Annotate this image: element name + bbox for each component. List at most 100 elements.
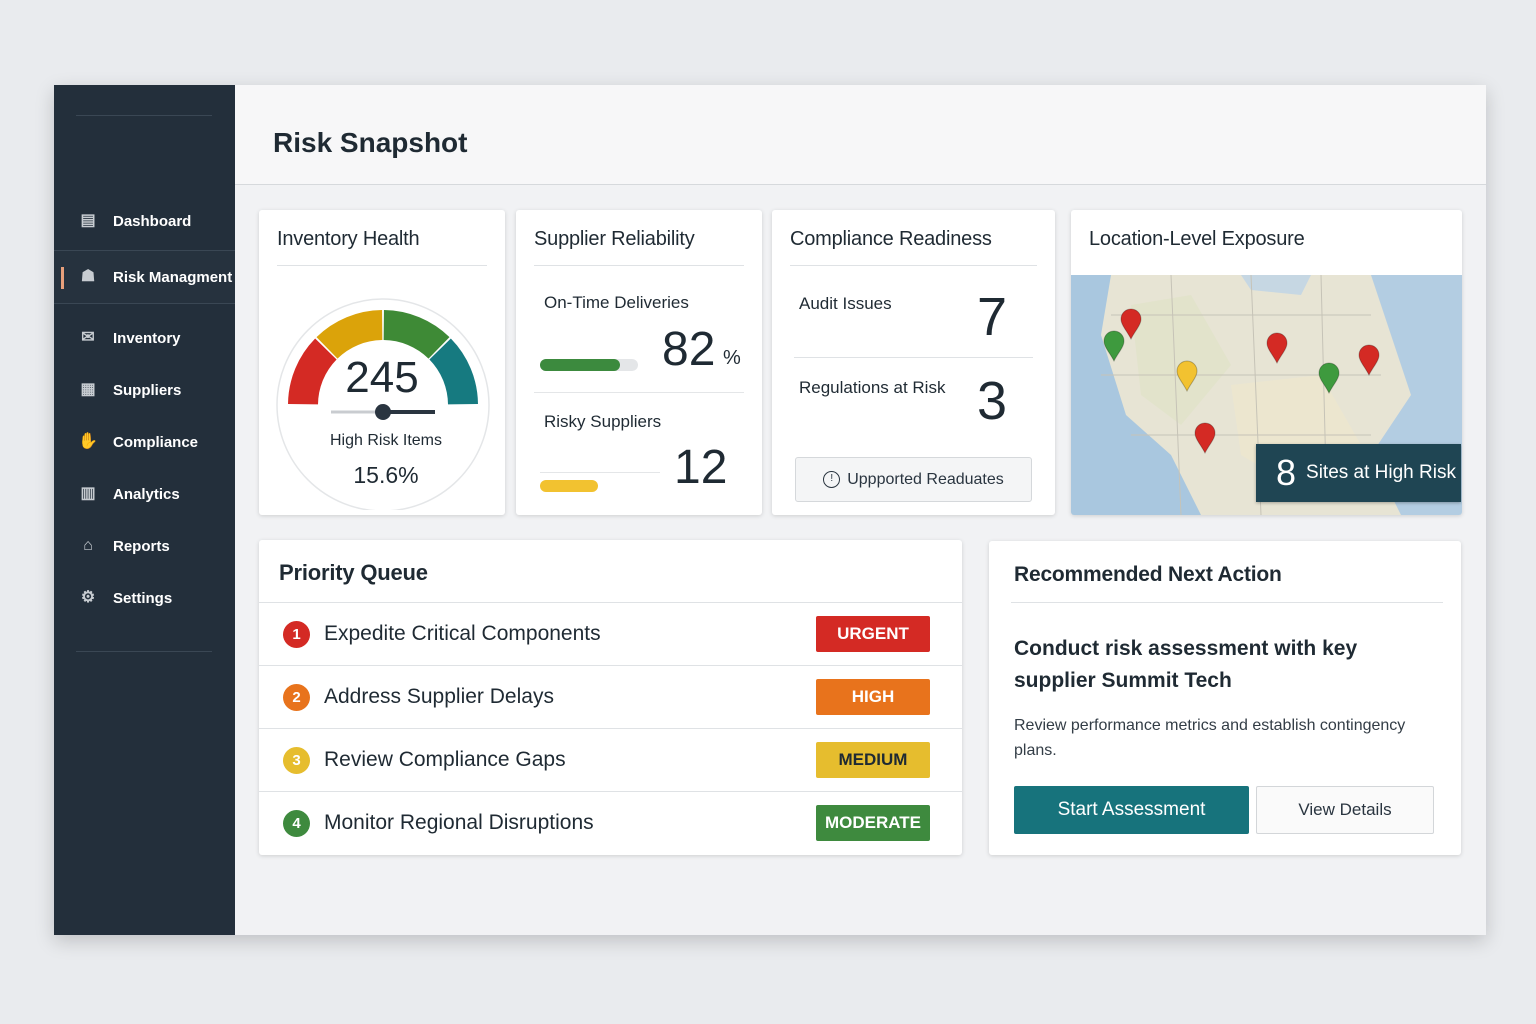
priority-number: 2 xyxy=(283,683,310,711)
divider xyxy=(794,357,1033,358)
map-pin-icon[interactable] xyxy=(1120,308,1142,341)
priority-badge: HIGH xyxy=(816,679,930,715)
high-risk-label: High Risk Items xyxy=(329,432,443,449)
button-label: Uppported Readuates xyxy=(847,470,1004,488)
divider xyxy=(534,265,744,266)
regulations-label: Regulations at Risk xyxy=(799,378,946,397)
priority-number: 4 xyxy=(283,809,310,837)
priority-item[interactable]: 1 Expedite Critical Components URGENT xyxy=(259,602,962,665)
map-pin-icon[interactable] xyxy=(1194,422,1216,455)
recommended-action-card: Recommended Next Action Conduct risk ass… xyxy=(989,541,1461,855)
start-assessment-button[interactable]: Start Assessment xyxy=(1014,786,1249,834)
supplier-reliability-card: Supplier Reliability On-Time Deliveries … xyxy=(516,210,762,515)
sidebar-item-label: Compliance xyxy=(113,433,199,451)
divider xyxy=(277,265,487,266)
ontime-progress-track xyxy=(540,359,638,371)
sidebar-item-compliance[interactable]: ✋ Compliance xyxy=(54,416,235,468)
high-risk-sites-count: 8 xyxy=(1276,452,1297,493)
sidebar-item-label: Inventory xyxy=(113,329,181,347)
page-header: Risk Snapshot xyxy=(235,85,1486,185)
handshake-icon: ✋ xyxy=(78,433,98,450)
priority-queue-card: Priority Queue 1 Expedite Critical Compon… xyxy=(259,540,962,855)
priority-badge: URGENT xyxy=(816,616,930,652)
divider xyxy=(76,651,212,652)
regulations-value: 3 xyxy=(977,371,1008,431)
sidebar-item-label: Suppliers xyxy=(113,381,182,399)
recommendation-headline: Conduct risk assessment with key supplie… xyxy=(1014,637,1358,692)
high-risk-sites-badge: 8 Sites at High Risk xyxy=(1256,444,1461,502)
card-title: Priority Queue xyxy=(279,560,428,585)
priority-label: Expedite Critical Components xyxy=(324,622,601,645)
clock-icon: ! xyxy=(823,471,841,488)
store-icon: ▦ xyxy=(80,381,96,398)
dashboard-icon: ▤ xyxy=(80,212,96,229)
card-title: Supplier Reliability xyxy=(534,228,695,250)
audit-issues-value: 7 xyxy=(977,287,1008,347)
location-exposure-card: Location-Level Exposure 8 Sites at High … xyxy=(1071,210,1462,515)
ontime-label: On-Time Deliveries xyxy=(544,293,689,312)
sidebar-item-label: Risk Managment xyxy=(113,268,233,286)
bars-icon: ▥ xyxy=(80,485,96,502)
priority-item[interactable]: 3 Review Compliance Gaps MEDIUM xyxy=(259,728,962,791)
sidebar-item-suppliers[interactable]: ▦ Suppliers xyxy=(54,364,235,416)
divider xyxy=(540,472,660,473)
priority-item[interactable]: 2 Address Supplier Delays HIGH xyxy=(259,665,962,728)
map-pin-icon[interactable] xyxy=(1103,330,1125,363)
priority-label: Address Supplier Delays xyxy=(324,685,554,708)
sidebar-item-analytics[interactable]: ▥ Analytics xyxy=(54,468,235,520)
sidebar-item-reports[interactable]: ⌂ Reports xyxy=(54,520,235,572)
envelope-icon: ✉ xyxy=(81,329,95,346)
card-title: Inventory Health xyxy=(277,228,420,250)
ontime-value: 82 xyxy=(662,323,716,376)
gauge-segment xyxy=(316,310,383,359)
priority-label: Monitor Regional Disruptions xyxy=(324,811,594,834)
card-title: Compliance Readiness xyxy=(790,228,992,250)
card-title: Location-Level Exposure xyxy=(1089,228,1305,250)
priority-item[interactable]: 4 Monitor Regional Disruptions MODERATE xyxy=(259,791,962,854)
sidebar-item-label: Dashboard xyxy=(113,212,192,230)
priority-label: Review Compliance Gaps xyxy=(324,748,566,771)
risky-suppliers-bar xyxy=(540,480,598,492)
view-details-button[interactable]: View Details xyxy=(1256,786,1434,834)
supported-readuates-button[interactable]: ! Uppported Readuates xyxy=(795,457,1032,502)
high-risk-percent: 15.6% xyxy=(353,462,419,488)
sidebar-item-risk-management[interactable]: ☗ Risk Managment xyxy=(54,250,235,304)
people-icon: ☗ xyxy=(80,268,96,285)
risky-suppliers-value: 12 xyxy=(674,441,728,494)
map-pin-icon[interactable] xyxy=(1358,344,1380,377)
priority-number: 3 xyxy=(283,746,310,774)
divider xyxy=(1011,602,1443,603)
audit-issues-label: Audit Issues xyxy=(799,294,892,313)
home-icon: ⌂ xyxy=(83,537,93,554)
sidebar: ▤ Dashboard ☗ Risk Managment ✉ Inventory ▦ S… xyxy=(54,85,235,935)
divider xyxy=(534,392,744,393)
ontime-progress-fill xyxy=(540,359,621,371)
gauge-segment xyxy=(429,338,478,405)
high-risk-sites-label: Sites at High Risk xyxy=(1306,462,1456,483)
gear-icon: ⚙ xyxy=(80,589,96,606)
divider xyxy=(76,115,212,116)
ontime-unit: % xyxy=(723,347,741,369)
risk-gauge xyxy=(276,298,490,510)
sidebar-item-inventory[interactable]: ✉ Inventory xyxy=(54,312,235,364)
inventory-health-card: Inventory Health 245 High Risk Items 15.… xyxy=(259,210,505,515)
sidebar-item-dashboard[interactable]: ▤ Dashboard xyxy=(54,195,235,247)
gauge-segment xyxy=(288,338,337,405)
sidebar-item-settings[interactable]: ⚙ Settings xyxy=(54,572,235,624)
map-pin-icon[interactable] xyxy=(1318,362,1340,395)
risky-suppliers-label: Risky Suppliers xyxy=(544,412,662,431)
priority-number: 1 xyxy=(283,620,310,648)
priority-badge: MEDIUM xyxy=(816,742,930,778)
priority-badge: MODERATE xyxy=(816,805,930,841)
map-pin-icon[interactable] xyxy=(1266,332,1288,365)
gauge-segment xyxy=(383,310,450,359)
gauge-hub xyxy=(375,404,391,420)
sidebar-item-label: Analytics xyxy=(113,485,180,503)
sidebar-item-label: Settings xyxy=(113,589,173,607)
card-title: Recommended Next Action xyxy=(1014,563,1282,586)
page-title: Risk Snapshot xyxy=(273,127,468,158)
compliance-readiness-card: Compliance Readiness Audit Issues 7 Regu… xyxy=(772,210,1055,515)
sidebar-item-label: Reports xyxy=(113,537,170,555)
map-pin-icon[interactable] xyxy=(1176,360,1198,393)
recommendation-body: Review performance metrics and establish… xyxy=(1014,717,1406,759)
